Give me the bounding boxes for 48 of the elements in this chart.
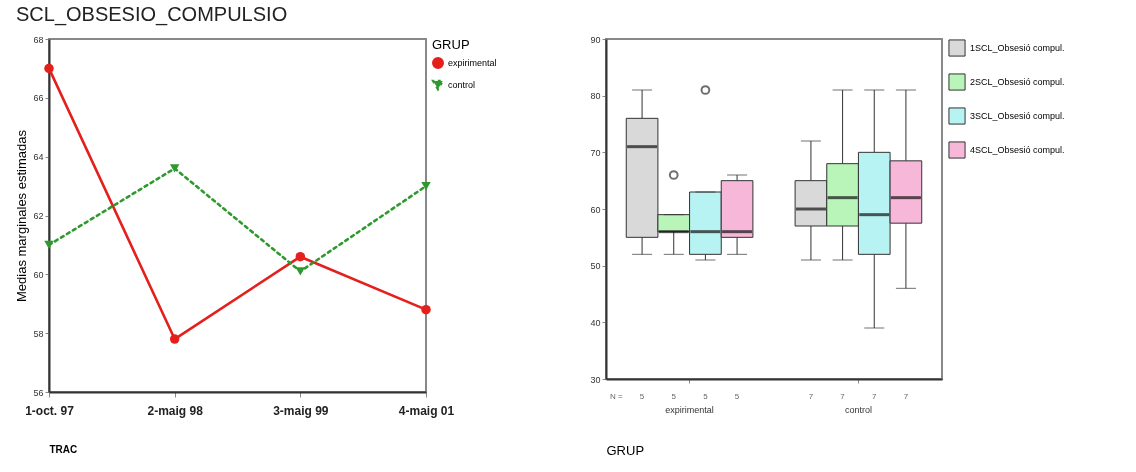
y-axis-title: Medias marginales estimadas	[14, 129, 30, 302]
y-tick-label: 60	[33, 269, 44, 280]
point	[421, 304, 431, 315]
point	[169, 164, 180, 173]
x-tick-label: 4-maig 01	[398, 403, 455, 418]
legend-label: expirimental	[448, 58, 497, 68]
y-tick-label: 30	[590, 374, 601, 385]
text: 5	[703, 392, 709, 401]
text: 5	[671, 392, 677, 401]
legend-title: GRUP	[432, 37, 470, 52]
x-axis-title: TRAC	[49, 443, 78, 455]
legend-label: 2SCL_Obsesió compul.	[970, 77, 1065, 87]
x-tick-label: 2-maig 98	[147, 403, 204, 418]
text: 7	[840, 392, 846, 401]
y-tick-label: 70	[590, 147, 601, 158]
x-tick-label: control	[844, 404, 872, 415]
legend-label: 1SCL_Obsesió compul.	[970, 43, 1065, 53]
x-tick-label: 1-oct. 97	[25, 403, 75, 418]
y-tick-label: 58	[33, 328, 44, 339]
y-tick-label: 68	[33, 34, 44, 45]
chart-title: SCL_OBSESIO_COMPULSIO	[15, 3, 288, 26]
point	[44, 240, 54, 250]
y-tick-label: 66	[33, 93, 44, 104]
text: 5	[734, 392, 740, 401]
y-tick-label: 80	[590, 91, 601, 102]
text: 7	[808, 392, 814, 401]
y-tick-label: 90	[590, 34, 601, 45]
text: 7	[903, 392, 909, 401]
legend-label: control	[448, 80, 476, 90]
text: N =	[610, 392, 623, 401]
legend-label: 3SCL_Obsesió compul.	[970, 111, 1065, 121]
y-tick-label: 62	[33, 211, 44, 221]
text: 7	[872, 392, 878, 401]
y-tick-label: 60	[590, 204, 601, 215]
x-axis-title: GRUP	[606, 442, 645, 458]
point	[295, 251, 306, 262]
point	[421, 181, 431, 191]
y-tick-label: 56	[33, 387, 44, 398]
point	[169, 334, 180, 344]
x-tick-label: 3-maig 99	[273, 403, 329, 418]
y-tick-label: 50	[590, 261, 601, 272]
point	[295, 267, 306, 276]
point	[44, 63, 54, 74]
text: 5	[639, 392, 645, 401]
y-tick-label: 64	[33, 152, 44, 163]
legend-label: 4SCL_Obsesió compul.	[970, 145, 1065, 155]
y-tick-label: 40	[590, 317, 601, 328]
x-tick-label: expirimental	[665, 404, 714, 415]
